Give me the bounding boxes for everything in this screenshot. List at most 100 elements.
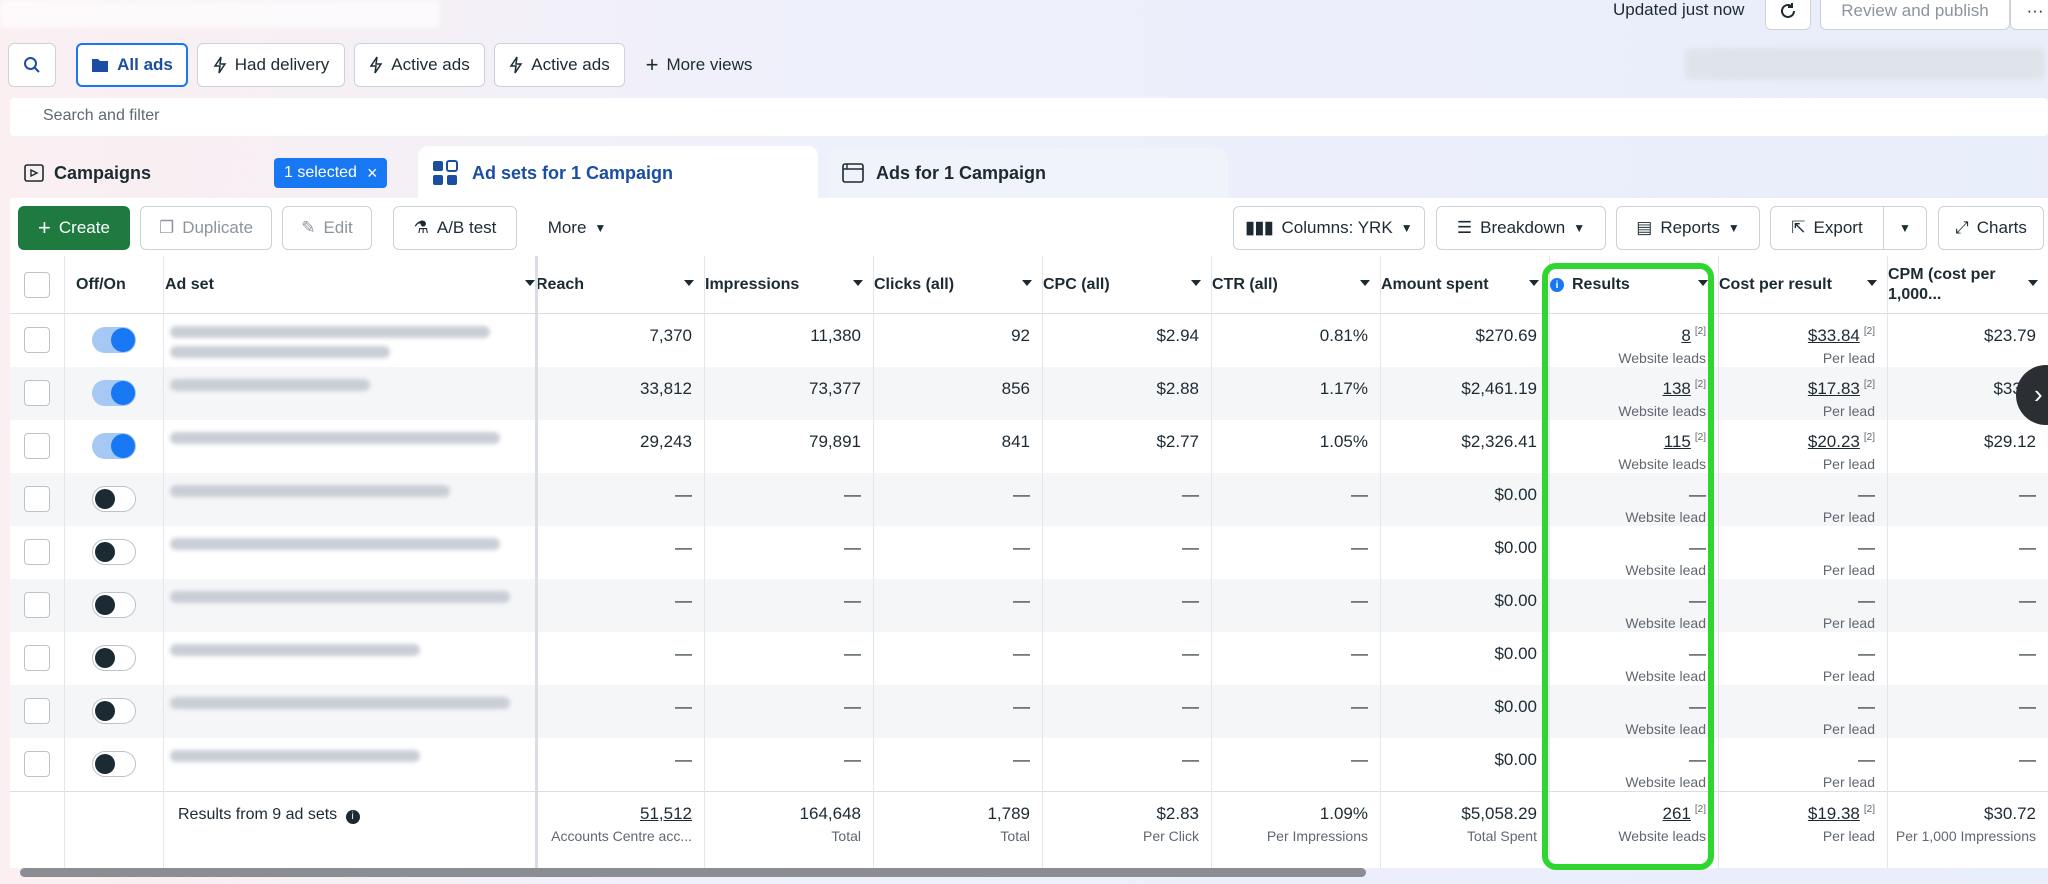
export-dropdown-button[interactable]: ▼ xyxy=(1883,206,1927,250)
edit-button[interactable]: ✎ Edit xyxy=(282,206,372,250)
columns-button[interactable]: ▮▮▮ Columns: YRK ▼ xyxy=(1233,206,1425,250)
refresh-button[interactable] xyxy=(1765,0,1811,30)
date-range-blurred[interactable] xyxy=(1685,48,2045,80)
info-icon[interactable]: i xyxy=(1550,278,1564,292)
col-spent[interactable]: Amount spent xyxy=(1381,256,1549,314)
more-views-button[interactable]: + More views xyxy=(634,43,764,87)
adset-name-blurred[interactable] xyxy=(170,644,420,656)
select-all-checkbox[interactable] xyxy=(24,272,50,298)
adset-name-blurred[interactable] xyxy=(170,750,420,762)
tab-adsets[interactable]: Ad sets for 1 Campaign xyxy=(418,146,818,200)
delivery-toggle[interactable] xyxy=(92,486,136,512)
view-active-ads-2[interactable]: Active ads xyxy=(494,43,625,87)
frozen-column-divider[interactable] xyxy=(535,256,538,868)
col-clicks[interactable]: Clicks (all) xyxy=(874,256,1042,314)
review-publish-button[interactable]: Review and publish xyxy=(1820,0,2010,30)
more-button[interactable]: More ▼ xyxy=(527,206,627,250)
adset-name-blurred[interactable] xyxy=(170,485,450,497)
adset-name-blurred[interactable] xyxy=(170,538,500,550)
view-active-ads-1[interactable]: Active ads xyxy=(354,43,485,87)
breakdown-button[interactable]: ☰ Breakdown ▼ xyxy=(1436,206,1606,250)
adset-name-blurred[interactable] xyxy=(170,432,500,444)
total-reach[interactable]: 51,512 Accounts Centre acc... xyxy=(536,792,704,868)
col-cpm[interactable]: CPM (cost per 1,000... xyxy=(1888,256,2048,314)
table-row[interactable]: — — — — — $0.00 — Website lead — Per lead — xyxy=(10,473,2048,526)
delivery-toggle[interactable] xyxy=(92,698,136,724)
delivery-toggle[interactable] xyxy=(92,380,136,406)
col-adset-label: Ad set xyxy=(165,276,214,293)
cell-ctr-value: — xyxy=(1351,644,1368,663)
account-selector-blurred[interactable] xyxy=(0,0,440,28)
info-icon[interactable]: i xyxy=(345,809,360,824)
delivery-toggle[interactable] xyxy=(92,645,136,671)
delivery-toggle[interactable] xyxy=(92,327,136,353)
close-icon[interactable]: × xyxy=(366,162,378,183)
row-checkbox[interactable] xyxy=(24,751,50,777)
table-row[interactable]: 7,370 11,380 92 $2.94 0.81% $270.69 8 [2] Websit… xyxy=(10,314,2048,367)
row-checkbox[interactable] xyxy=(24,433,50,459)
col-adset[interactable]: Ad set xyxy=(165,256,545,314)
search-input[interactable]: Search and filter xyxy=(43,107,160,124)
view-all-ads[interactable]: All ads xyxy=(76,43,188,87)
table-row[interactable]: — — — — — $0.00 — Website lead — Per lead — xyxy=(10,632,2048,685)
delivery-toggle[interactable] xyxy=(92,433,136,459)
row-checkbox[interactable] xyxy=(24,380,50,406)
row-checkbox[interactable] xyxy=(24,327,50,353)
adset-name-blurred[interactable] xyxy=(170,697,510,709)
reports-button[interactable]: ▤ Reports ▼ xyxy=(1616,206,1760,250)
delivery-toggle[interactable] xyxy=(92,751,136,777)
cell-spent-value: $0.00 xyxy=(1494,591,1537,610)
col-impressions[interactable]: Impressions xyxy=(705,256,873,314)
row-checkbox[interactable] xyxy=(24,645,50,671)
tab-campaigns[interactable]: Campaigns 1 selected × xyxy=(10,148,410,198)
row-checkbox[interactable] xyxy=(24,539,50,565)
total-ctr-sub: Per Impressions xyxy=(1266,828,1368,844)
total-cpr[interactable]: $19.38 [2] Per lead xyxy=(1719,792,1887,868)
cell-cpr[interactable]: $17.83 [2] Per lead xyxy=(1719,367,1887,420)
delivery-toggle[interactable] xyxy=(92,592,136,618)
horizontal-scrollbar[interactable] xyxy=(20,868,1366,877)
col-reach[interactable]: Reach xyxy=(536,256,704,314)
col-offon[interactable]: Off/On xyxy=(76,276,126,293)
charts-button[interactable]: ⤢ Charts xyxy=(1938,206,2044,250)
col-cpr[interactable]: Cost per result xyxy=(1719,256,1887,314)
col-results[interactable]: i Results xyxy=(1550,256,1718,314)
adset-name-blurred[interactable] xyxy=(170,379,370,391)
col-cpc[interactable]: CPC (all) xyxy=(1043,256,1211,314)
total-cpr-value: $19.38 xyxy=(1807,804,1860,823)
cell-results[interactable]: 138 [2] Website leads xyxy=(1550,367,1718,420)
table-row[interactable]: 29,243 79,891 841 $2.77 1.05% $2,326.41 115 [2]… xyxy=(10,420,2048,473)
cell-results[interactable]: 115 [2] Website leads xyxy=(1550,420,1718,473)
cell-cpc: — xyxy=(1043,579,1211,632)
tab-ads[interactable]: Ads for 1 Campaign xyxy=(828,148,1228,198)
duplicate-button[interactable]: ❐ Duplicate xyxy=(140,206,272,250)
cell-results[interactable]: 8 [2] Website leads xyxy=(1550,314,1718,367)
view-had-delivery[interactable]: Had delivery xyxy=(197,43,345,87)
table-row[interactable]: — — — — — $0.00 — Website lead — Per lead — xyxy=(10,685,2048,738)
ab-test-button[interactable]: ⚗ A/B test xyxy=(393,206,517,250)
adset-name-blurred[interactable] xyxy=(170,326,490,358)
selected-badge[interactable]: 1 selected × xyxy=(274,158,388,188)
delivery-toggle[interactable] xyxy=(92,539,136,565)
export-button[interactable]: ⇱ Export xyxy=(1770,206,1884,250)
adset-name-blurred[interactable] xyxy=(170,591,510,603)
table-row[interactable]: — — — — — $0.00 — Website lead — Per lead — xyxy=(10,526,2048,579)
more-options-button[interactable]: ··· xyxy=(2010,0,2048,30)
table-row[interactable]: — — — — — $0.00 — Website lead — Per lead — xyxy=(10,579,2048,632)
total-results[interactable]: 261 [2] Website leads xyxy=(1550,792,1718,868)
col-results-label: Results xyxy=(1572,276,1630,293)
row-checkbox[interactable] xyxy=(24,592,50,618)
table-row[interactable]: — — — — — $0.00 — Website lead — Per lead — xyxy=(10,738,2048,791)
row-checkbox[interactable] xyxy=(24,486,50,512)
table-row[interactable]: 33,812 73,377 856 $2.88 1.17% $2,461.19 138 [2]… xyxy=(10,367,2048,420)
bolt-icon xyxy=(509,56,523,74)
search-button[interactable] xyxy=(8,43,56,87)
row-checkbox[interactable] xyxy=(24,698,50,724)
cell-cpr-sub: Per lead xyxy=(1822,774,1875,790)
col-ctr[interactable]: CTR (all) xyxy=(1212,256,1380,314)
cell-cpr[interactable]: $20.23 [2] Per lead xyxy=(1719,420,1887,473)
create-button[interactable]: + Create xyxy=(18,206,130,250)
cell-spent: $0.00 xyxy=(1381,526,1549,579)
search-filter-bar[interactable]: Search and filter xyxy=(10,98,2048,136)
cell-cpr[interactable]: $33.84 [2] Per lead xyxy=(1719,314,1887,367)
